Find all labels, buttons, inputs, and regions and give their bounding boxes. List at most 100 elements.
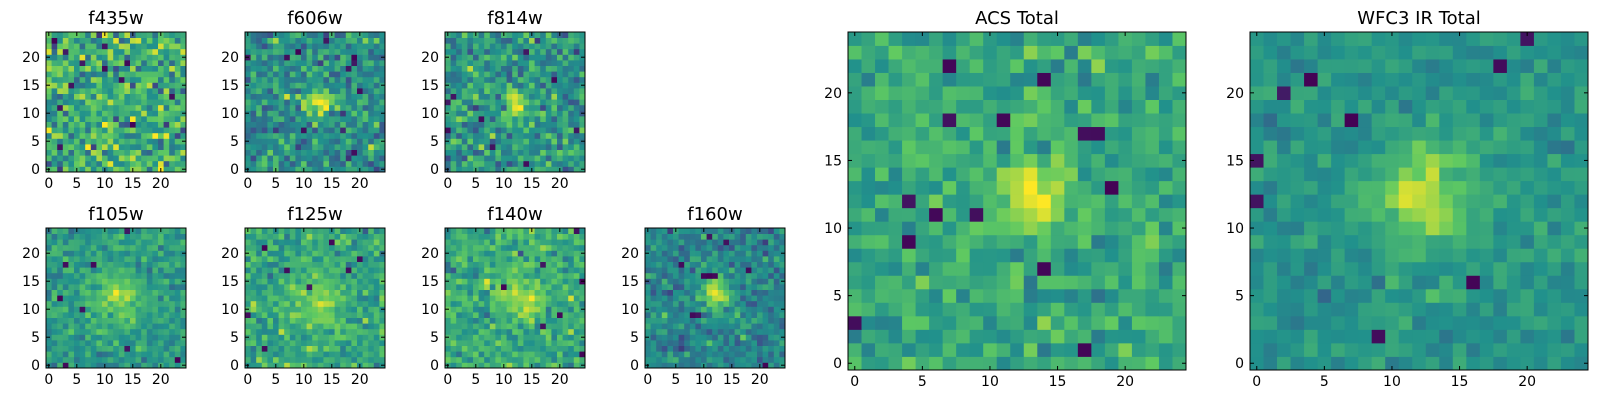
heatmap-cell bbox=[113, 351, 120, 358]
heatmap-cell bbox=[362, 54, 369, 61]
heatmap-cell bbox=[773, 317, 780, 324]
heatmap-cell bbox=[551, 340, 558, 346]
heatmap-cell bbox=[650, 340, 657, 346]
axes-frame bbox=[45, 227, 187, 369]
heatmap-cell bbox=[579, 160, 586, 167]
heatmap-cell bbox=[79, 76, 86, 83]
heatmap-cell bbox=[74, 104, 80, 111]
heatmap-cell bbox=[1118, 248, 1133, 263]
heatmap-cell bbox=[456, 88, 463, 94]
heatmap-cell bbox=[85, 104, 92, 111]
heatmap-cell bbox=[163, 155, 170, 162]
heatmap-cell bbox=[478, 233, 485, 240]
heatmap-cell bbox=[362, 37, 369, 44]
heatmap-cell bbox=[357, 256, 363, 262]
heatmap-cell bbox=[929, 248, 944, 263]
heatmap-cell bbox=[256, 272, 263, 279]
heatmap-cell bbox=[523, 244, 530, 251]
heatmap-cell bbox=[534, 250, 541, 257]
heatmap-cell bbox=[340, 76, 347, 83]
heatmap-cell bbox=[158, 244, 164, 251]
heatmap-cell bbox=[888, 288, 903, 303]
heatmap-cell bbox=[1037, 261, 1052, 276]
heatmap-cell bbox=[379, 328, 386, 335]
heatmap-cell bbox=[107, 76, 114, 83]
heatmap-cell bbox=[379, 261, 386, 268]
heatmap-cell bbox=[284, 71, 291, 78]
heatmap-cell bbox=[301, 244, 307, 251]
heatmap-cell bbox=[902, 261, 916, 276]
heatmap-cell bbox=[1131, 275, 1146, 290]
heatmap-cell bbox=[501, 317, 507, 324]
heatmap-cell bbox=[351, 43, 358, 50]
heatmap-cell bbox=[875, 167, 889, 182]
heatmap-cell bbox=[96, 104, 103, 111]
heatmap-cell bbox=[306, 351, 313, 358]
heatmap-cell bbox=[334, 362, 341, 369]
heatmap-cell bbox=[501, 60, 507, 66]
heatmap-cell bbox=[46, 289, 52, 296]
heatmap-cell bbox=[557, 132, 563, 139]
heatmap-cell bbox=[295, 362, 302, 369]
heatmap-cell bbox=[495, 60, 502, 66]
heatmap-cell bbox=[456, 65, 463, 72]
heatmap-cell bbox=[779, 300, 786, 307]
heatmap-cell bbox=[706, 345, 713, 352]
heatmap-cell bbox=[124, 166, 131, 173]
heatmap-cell bbox=[712, 267, 719, 274]
heatmap-cell bbox=[284, 54, 291, 61]
heatmap-cell bbox=[351, 160, 358, 167]
heatmap-cell bbox=[79, 54, 86, 61]
heatmap-cell bbox=[295, 37, 302, 44]
heatmap-cell bbox=[329, 54, 335, 61]
heatmap-cell bbox=[79, 149, 86, 156]
heatmap-cell bbox=[562, 228, 569, 234]
heatmap-cell bbox=[1064, 221, 1079, 236]
heatmap-cell bbox=[1104, 207, 1119, 222]
heatmap-cell bbox=[317, 323, 324, 330]
heatmap-cell bbox=[529, 121, 535, 128]
heatmap-cell bbox=[267, 149, 274, 156]
heatmap-cell bbox=[278, 104, 285, 111]
heatmap-cell bbox=[152, 289, 159, 296]
heatmap-cell bbox=[757, 256, 763, 262]
heatmap-cell bbox=[329, 48, 335, 55]
heatmap-cell bbox=[529, 88, 535, 94]
heatmap-cell bbox=[340, 289, 347, 296]
heatmap-cell bbox=[278, 138, 285, 145]
heatmap-cell bbox=[62, 144, 69, 150]
heatmap-cell bbox=[848, 207, 862, 222]
heatmap-cell bbox=[79, 166, 86, 173]
heatmap-cell bbox=[334, 323, 341, 330]
heatmap-cell bbox=[340, 71, 347, 78]
heatmap-cell bbox=[163, 356, 170, 363]
heatmap-cell bbox=[250, 127, 257, 134]
heatmap-cell bbox=[667, 340, 674, 346]
heatmap-cell bbox=[68, 362, 75, 369]
heatmap-cell bbox=[351, 71, 358, 78]
heatmap-cell bbox=[329, 239, 335, 246]
heatmap-cell bbox=[351, 267, 358, 274]
heatmap-cell bbox=[46, 65, 52, 72]
heatmap-cell bbox=[523, 340, 530, 346]
heatmap-cell bbox=[545, 65, 552, 72]
x-tick-label: 20 bbox=[751, 372, 769, 388]
heatmap-cell bbox=[373, 54, 380, 61]
heatmap-cell bbox=[267, 256, 274, 262]
heatmap-cell bbox=[174, 228, 181, 234]
heatmap-cell bbox=[51, 37, 58, 44]
heatmap-cell bbox=[62, 295, 69, 302]
heatmap-cell bbox=[130, 99, 136, 106]
heatmap-cell bbox=[689, 284, 696, 290]
heatmap-cell bbox=[1131, 234, 1146, 249]
heatmap-cell bbox=[152, 138, 159, 145]
heatmap-cell bbox=[169, 166, 176, 173]
heatmap-cell bbox=[712, 278, 719, 285]
heatmap-cell bbox=[340, 306, 347, 313]
heatmap-cell bbox=[152, 54, 159, 61]
heatmap-cell bbox=[256, 76, 263, 83]
heatmap-cell bbox=[456, 76, 463, 83]
heatmap-cell bbox=[278, 132, 285, 139]
heatmap-cell bbox=[540, 76, 547, 83]
heatmap-cell bbox=[345, 71, 352, 78]
